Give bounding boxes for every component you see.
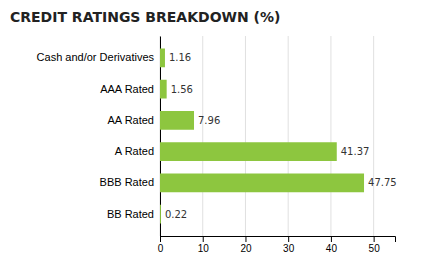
category-label: AAA Rated: [100, 83, 154, 95]
category-tick: AA Rated: [108, 114, 154, 126]
value-tick-mark: [331, 236, 332, 242]
grid: [160, 36, 374, 236]
bar: [160, 80, 167, 99]
value-tick-mark: [160, 236, 161, 242]
value-tick-label: 40: [326, 243, 338, 254]
grid-line: [373, 36, 374, 236]
plot: 0 10 20 30 40 50 Cash and/or Derivatives AAA Ra…: [37, 36, 397, 254]
data-label: 1.16: [169, 52, 191, 63]
category-tick: Cash and/or Derivatives: [37, 51, 155, 63]
grid-line: [245, 36, 246, 236]
value-tick-label: 20: [240, 243, 252, 254]
data-label: 0.22: [165, 209, 187, 220]
bar: [160, 111, 194, 130]
category-tick: A Rated: [115, 145, 154, 157]
chart-container: CREDIT RATINGS BREAKDOWN (%) 0 10 20 30 40 50 C…: [0, 0, 425, 260]
value-tick-label: 50: [369, 243, 381, 254]
grid-line: [330, 36, 331, 236]
grid-line: [202, 36, 203, 236]
chart: CREDIT RATINGS BREAKDOWN (%) 0 10 20 30 40 50 C…: [0, 0, 425, 260]
bar: [160, 205, 161, 224]
value-tick: 0: [158, 236, 164, 254]
value-tick: 10: [198, 236, 210, 254]
data-label: 7.96: [198, 115, 220, 126]
category-tick: AAA Rated: [100, 83, 154, 95]
value-tick-label: 0: [158, 243, 164, 254]
bar: [160, 174, 364, 193]
category-tick: BBB Rated: [100, 176, 154, 188]
grid-line: [288, 36, 289, 236]
value-tick-mark: [374, 236, 375, 242]
category-label: A Rated: [115, 145, 154, 157]
data-label: 41.37: [341, 146, 370, 157]
value-tick: 20: [240, 236, 252, 254]
value-tick: 30: [283, 236, 295, 254]
bar: [160, 142, 337, 161]
value-axis: 0 10 20 30 40 50: [158, 236, 396, 254]
bars: [160, 49, 364, 224]
category-label: BBB Rated: [100, 176, 154, 188]
category-label: Cash and/or Derivatives: [37, 51, 155, 63]
title: CREDIT RATINGS BREAKDOWN (%): [10, 9, 280, 25]
data-labels: 1.16 1.56 7.96 41.37 47.75 0.22: [165, 52, 397, 219]
value-tick-label: 30: [283, 243, 295, 254]
category-axis: Cash and/or Derivatives AAA Rated AA Rated…: [37, 37, 161, 237]
category-label: BB Rated: [107, 208, 154, 220]
data-label: 47.75: [368, 177, 397, 188]
data-label: 1.56: [171, 84, 193, 95]
value-tick-mark: [203, 236, 204, 242]
value-tick-mark: [245, 236, 246, 242]
value-tick-mark: [288, 236, 289, 242]
category-tick: BB Rated: [107, 208, 154, 220]
value-tick: 40: [326, 236, 338, 254]
value-axis-line: [161, 237, 396, 243]
category-label: AA Rated: [108, 114, 154, 126]
value-tick-label: 10: [198, 243, 210, 254]
value-tick: 50: [369, 236, 381, 254]
bar: [160, 49, 165, 68]
